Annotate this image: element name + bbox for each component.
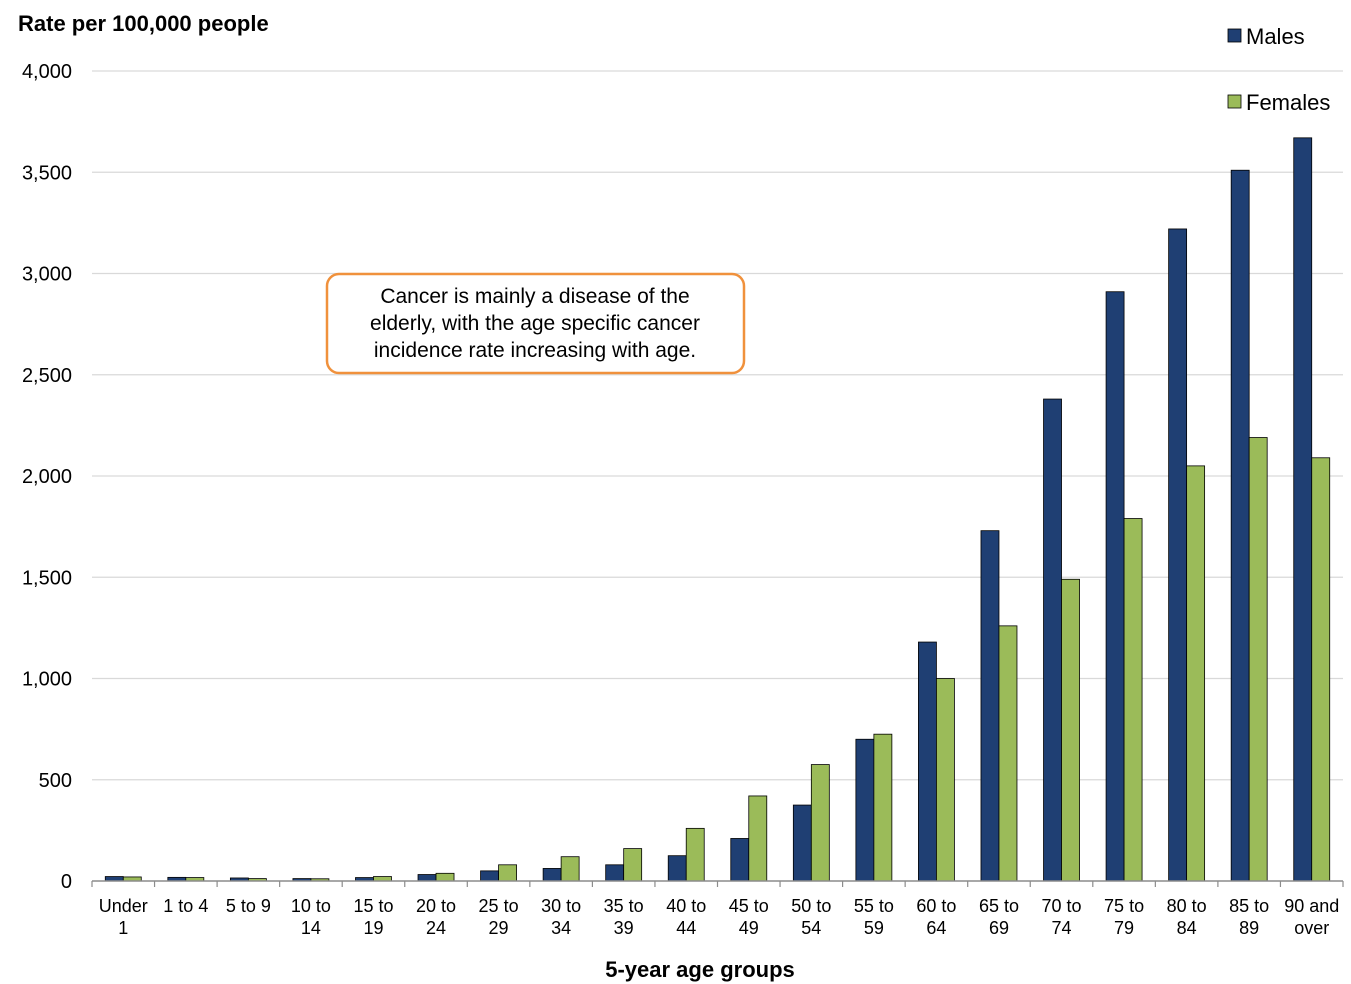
- x-tick-label: 75 to: [1104, 896, 1144, 916]
- y-tick-label: 4,000: [22, 61, 72, 83]
- bar-males: [1168, 228, 1188, 882]
- x-axis-title: 5-year age groups: [605, 957, 795, 982]
- bar-females: [560, 856, 580, 882]
- y-tick-label: 1,000: [22, 669, 72, 691]
- x-tick-label: 54: [801, 918, 821, 938]
- x-tick-label: 84: [1177, 918, 1197, 938]
- y-tick-label: 2,000: [22, 466, 72, 488]
- x-tick-label: 30 to: [541, 896, 581, 916]
- bar-males: [542, 868, 562, 882]
- x-tick-label: 40 to: [666, 896, 706, 916]
- bar-males: [605, 864, 625, 882]
- bars: [104, 137, 1331, 882]
- y-tick-label: 0: [61, 871, 72, 893]
- annotation-box: Cancer is mainly a disease of the elderl…: [325, 272, 746, 375]
- x-tick-label: 34: [551, 918, 571, 938]
- x-tick-label: 14: [301, 918, 321, 938]
- bar-females: [1061, 578, 1080, 882]
- bar-females: [435, 872, 455, 882]
- x-tick-label: 44: [676, 918, 696, 938]
- y-tick-labels: 0 500 1,000 1,500 2,000 2,500 3,000 3,500 4,000: [22, 61, 72, 893]
- x-tick-label: 69: [989, 918, 1009, 938]
- bar-males: [1105, 291, 1125, 882]
- bar-females: [623, 848, 643, 882]
- y-axis-title: Rate per 100,000 people: [18, 11, 269, 36]
- y-tick-label: 1,500: [22, 567, 72, 589]
- annotation-line-2: elderly, with the age specific cancer: [370, 312, 700, 335]
- legend-label-females: Females: [1246, 90, 1330, 115]
- x-tick-label: 65 to: [979, 896, 1019, 916]
- bar-females: [1186, 465, 1206, 882]
- legend-swatch-females: [1227, 94, 1242, 109]
- bar-males: [792, 804, 812, 882]
- bar-males: [730, 838, 750, 882]
- x-tick-label: 59: [864, 918, 884, 938]
- bar-males: [980, 530, 1000, 882]
- x-tick-label: 70 to: [1042, 896, 1082, 916]
- bar-males: [417, 874, 437, 882]
- bar-females: [1123, 518, 1143, 882]
- x-tick-label: 60 to: [916, 896, 956, 916]
- annotation-border: [325, 272, 746, 375]
- x-tick-label: over: [1294, 918, 1329, 938]
- bar-females: [936, 678, 955, 882]
- bar-females: [685, 827, 705, 882]
- x-tick-label: 24: [426, 918, 446, 938]
- bar-females: [1248, 437, 1268, 882]
- x-tick-label: 20 to: [416, 896, 456, 916]
- x-tick-label: 15 to: [353, 896, 393, 916]
- gridlines: [92, 70, 1343, 781]
- bar-females: [1311, 457, 1331, 882]
- bar-females: [873, 733, 893, 882]
- bar-males: [480, 870, 499, 882]
- x-tick-label: 5 to 9: [226, 896, 271, 916]
- y-tick-label: 3,500: [22, 162, 72, 184]
- x-tick-label: 1 to 4: [163, 896, 208, 916]
- x-tick-label: 35 to: [604, 896, 644, 916]
- x-tick-label: 89: [1239, 918, 1259, 938]
- x-tick-label: 39: [614, 918, 634, 938]
- bar-females: [998, 625, 1018, 882]
- x-tick-label: 25 to: [479, 896, 519, 916]
- x-tick-label: 79: [1114, 918, 1134, 938]
- y-tick-label: 2,500: [22, 365, 72, 387]
- bar-males: [918, 641, 937, 882]
- bar-males: [1043, 398, 1062, 882]
- x-tick-label: 10 to: [291, 896, 331, 916]
- x-tick-label: 19: [363, 918, 383, 938]
- x-tick-label: Under: [99, 896, 148, 916]
- x-tick-label: 74: [1052, 918, 1072, 938]
- x-tick-label: 29: [489, 918, 509, 938]
- x-tick-label: 45 to: [729, 896, 769, 916]
- x-tick-label: 90 and: [1284, 896, 1339, 916]
- bar-males: [1293, 137, 1313, 882]
- annotation-line-3: incidence rate increasing with age.: [374, 339, 696, 362]
- bar-males: [1230, 169, 1250, 882]
- x-tick-label: 55 to: [854, 896, 894, 916]
- bar-males: [667, 855, 687, 882]
- bar-females: [748, 795, 768, 882]
- bar-males: [855, 738, 875, 882]
- x-tick-label: 85 to: [1229, 896, 1269, 916]
- x-tick-marks: [91, 881, 1344, 887]
- bar-females: [810, 764, 830, 882]
- x-tick-label: 49: [739, 918, 759, 938]
- y-tick-label: 500: [39, 770, 72, 792]
- legend: Males Females: [1227, 24, 1330, 115]
- x-tick-label: 80 to: [1167, 896, 1207, 916]
- annotation-line-1: Cancer is mainly a disease of the: [380, 285, 689, 308]
- x-tick-label: 1: [118, 918, 128, 938]
- legend-swatch-males: [1227, 28, 1242, 43]
- bar-females: [498, 864, 517, 882]
- x-tick-label: 50 to: [791, 896, 831, 916]
- legend-label-males: Males: [1246, 24, 1305, 49]
- x-tick-label: 64: [926, 918, 946, 938]
- y-tick-label: 3,000: [22, 264, 72, 286]
